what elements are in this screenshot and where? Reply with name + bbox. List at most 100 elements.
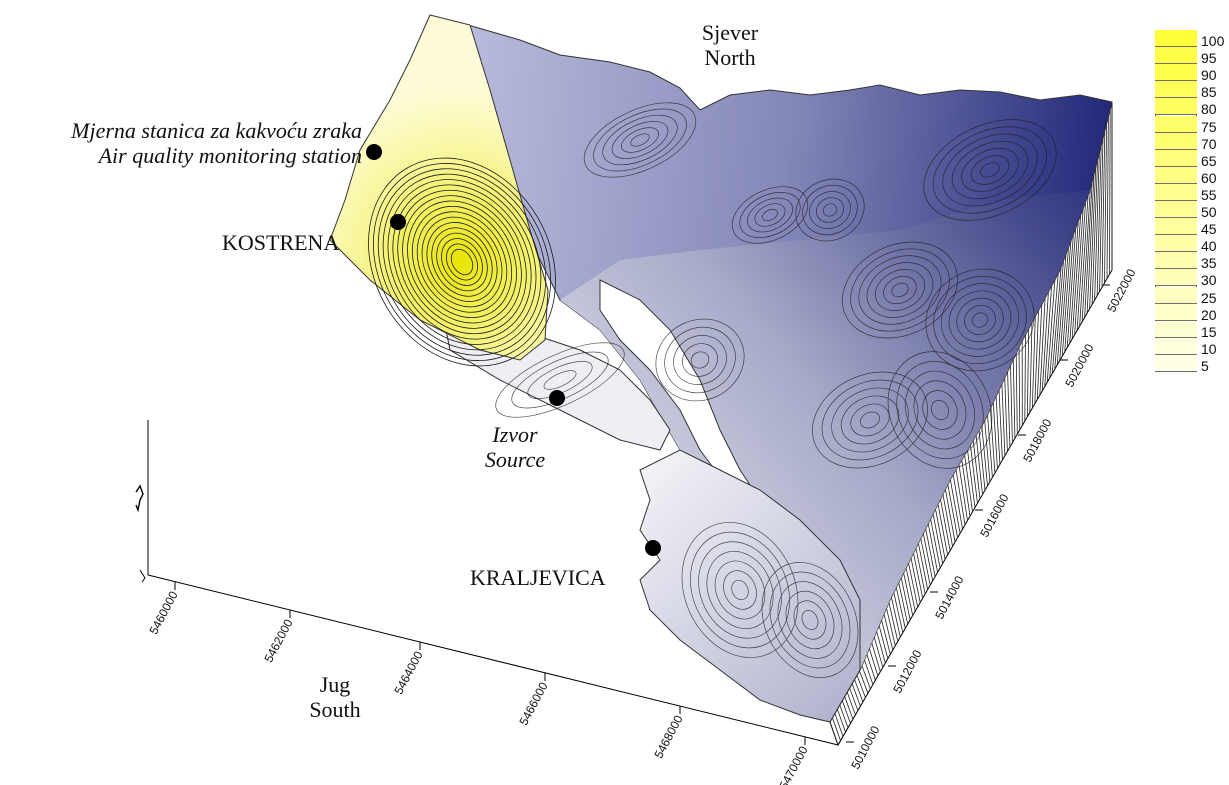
curtain-hatch-line bbox=[1081, 188, 1091, 322]
curtain-hatch-line bbox=[1046, 279, 1056, 383]
terrain-contour bbox=[812, 371, 928, 469]
source-label-en: Source bbox=[484, 447, 546, 472]
curtain-hatch-line bbox=[987, 414, 993, 478]
station-label: Mjerna stanica za kakvoću zraka Air qual… bbox=[0, 118, 362, 168]
terrain-contour bbox=[762, 208, 778, 222]
legend-color-band bbox=[1155, 269, 1197, 287]
terrain-contour bbox=[922, 390, 958, 430]
curtain-hatch-line bbox=[925, 528, 936, 577]
north-label: Sjever North bbox=[690, 20, 770, 70]
terrain-contour bbox=[655, 318, 745, 402]
curtain-hatch-line bbox=[942, 494, 953, 547]
curtain-hatch-line bbox=[1109, 109, 1111, 275]
curtain-hatch-line bbox=[1084, 181, 1093, 318]
terrain-contour bbox=[860, 411, 880, 429]
curtain-hatch-line bbox=[861, 665, 871, 690]
curtain-hatch-line bbox=[881, 619, 891, 655]
terrain-contour bbox=[842, 241, 958, 339]
curtain-hatch-line bbox=[1018, 346, 1021, 430]
curtain-hatch-line bbox=[844, 696, 854, 720]
curtain-hatch-line bbox=[998, 389, 1003, 461]
curtain-hatch-line bbox=[829, 721, 839, 746]
curtain-hatch-line bbox=[1051, 267, 1062, 374]
x-tick-label: 5460000 bbox=[146, 589, 180, 637]
legend-color-band bbox=[1155, 337, 1197, 355]
terrain-contour bbox=[925, 268, 1035, 372]
terrain-contour bbox=[891, 282, 909, 298]
curtain-hatch-line bbox=[955, 469, 966, 525]
plume-contour bbox=[411, 205, 513, 319]
curtain-hatch-line bbox=[888, 602, 899, 642]
terrain-contour bbox=[980, 162, 1000, 178]
terrain-contour bbox=[802, 184, 858, 236]
terrain-contour bbox=[673, 335, 727, 385]
curtain-hatch-line bbox=[891, 597, 901, 638]
curtain-hatch-line bbox=[837, 709, 846, 733]
terrain-contour bbox=[769, 571, 851, 669]
terrain-contour bbox=[777, 581, 843, 659]
curtain-hatch-line bbox=[1007, 371, 1011, 448]
x-tick-label: 5468000 bbox=[651, 713, 685, 761]
terrain-contour bbox=[746, 197, 794, 233]
curtain-hatch-line bbox=[1026, 328, 1030, 417]
curtain-hatch-line bbox=[871, 642, 881, 672]
legend-color-band bbox=[1155, 303, 1197, 321]
terrain-contour bbox=[970, 155, 1010, 185]
curtain-hatch-line bbox=[945, 489, 956, 543]
terrain-contour bbox=[931, 399, 949, 421]
terrain-contour bbox=[664, 326, 736, 394]
curtain-hatch-line bbox=[868, 648, 879, 677]
curtain-hatch-line bbox=[984, 420, 991, 482]
curtain-hatch-line bbox=[978, 430, 986, 491]
curtain-hatch-line bbox=[1086, 173, 1095, 314]
plume-contour bbox=[407, 200, 517, 324]
curtain-hatch-line bbox=[1034, 310, 1039, 404]
curtain-hatch-line bbox=[1106, 116, 1109, 279]
terrain-contour bbox=[858, 255, 942, 325]
curtain-hatch-line bbox=[975, 435, 983, 495]
plume-contour bbox=[402, 195, 522, 329]
legend-value-label: 50 bbox=[1201, 204, 1217, 220]
curtain-hatch-line bbox=[913, 553, 924, 599]
legend-value-label: 5 bbox=[1201, 357, 1209, 374]
curtain-hatch-line bbox=[1012, 359, 1016, 439]
legend-value-label: 35 bbox=[1201, 255, 1217, 272]
terrain-contour bbox=[948, 290, 1012, 350]
south-label-hr: Jug bbox=[319, 672, 351, 697]
terrain-contour bbox=[809, 191, 851, 229]
curtain-hatch-line bbox=[1054, 260, 1064, 370]
legend-value-label: 20 bbox=[1201, 306, 1217, 323]
terrain-contour bbox=[831, 387, 909, 453]
curtain-hatch-line bbox=[1036, 304, 1043, 400]
legend-color-band bbox=[1155, 201, 1197, 219]
legend-color-band bbox=[1155, 320, 1197, 338]
kostrena-label: KOSTRENA bbox=[222, 230, 340, 255]
terrain-contour bbox=[940, 283, 1020, 357]
curtain-hatch-line bbox=[952, 474, 963, 530]
curtain-hatch-line bbox=[920, 538, 931, 586]
plume-contour bbox=[416, 211, 508, 313]
curtain-hatch-line bbox=[947, 484, 958, 538]
y-axis-ticks bbox=[846, 284, 1110, 743]
terrain-contour bbox=[761, 562, 859, 678]
legend-color-band bbox=[1155, 252, 1197, 270]
plume-contour bbox=[431, 227, 493, 297]
terrain-contour bbox=[681, 343, 719, 377]
terrain-contour bbox=[511, 351, 609, 409]
curtain-hatch-line bbox=[1001, 383, 1006, 456]
terrain-contour bbox=[602, 114, 678, 166]
legend-color-band bbox=[1155, 64, 1197, 82]
curtain-hatch-line bbox=[967, 449, 976, 508]
legend-color-band bbox=[1155, 235, 1197, 253]
curtain-hatch-line bbox=[905, 567, 916, 612]
curtain-hatch-line bbox=[992, 402, 998, 469]
curtain-hatch-line bbox=[940, 499, 951, 551]
pollution-plume bbox=[329, 14, 556, 367]
curtain-hatch-line bbox=[995, 396, 1001, 465]
x-tick-label: 5462000 bbox=[261, 617, 295, 665]
curtain-hatch-line bbox=[834, 713, 844, 737]
terrain-contour bbox=[785, 590, 835, 650]
curtain-hatch-line bbox=[832, 717, 841, 741]
legend-value-label: 40 bbox=[1201, 238, 1217, 255]
curtain-hatch-line bbox=[1041, 291, 1049, 391]
